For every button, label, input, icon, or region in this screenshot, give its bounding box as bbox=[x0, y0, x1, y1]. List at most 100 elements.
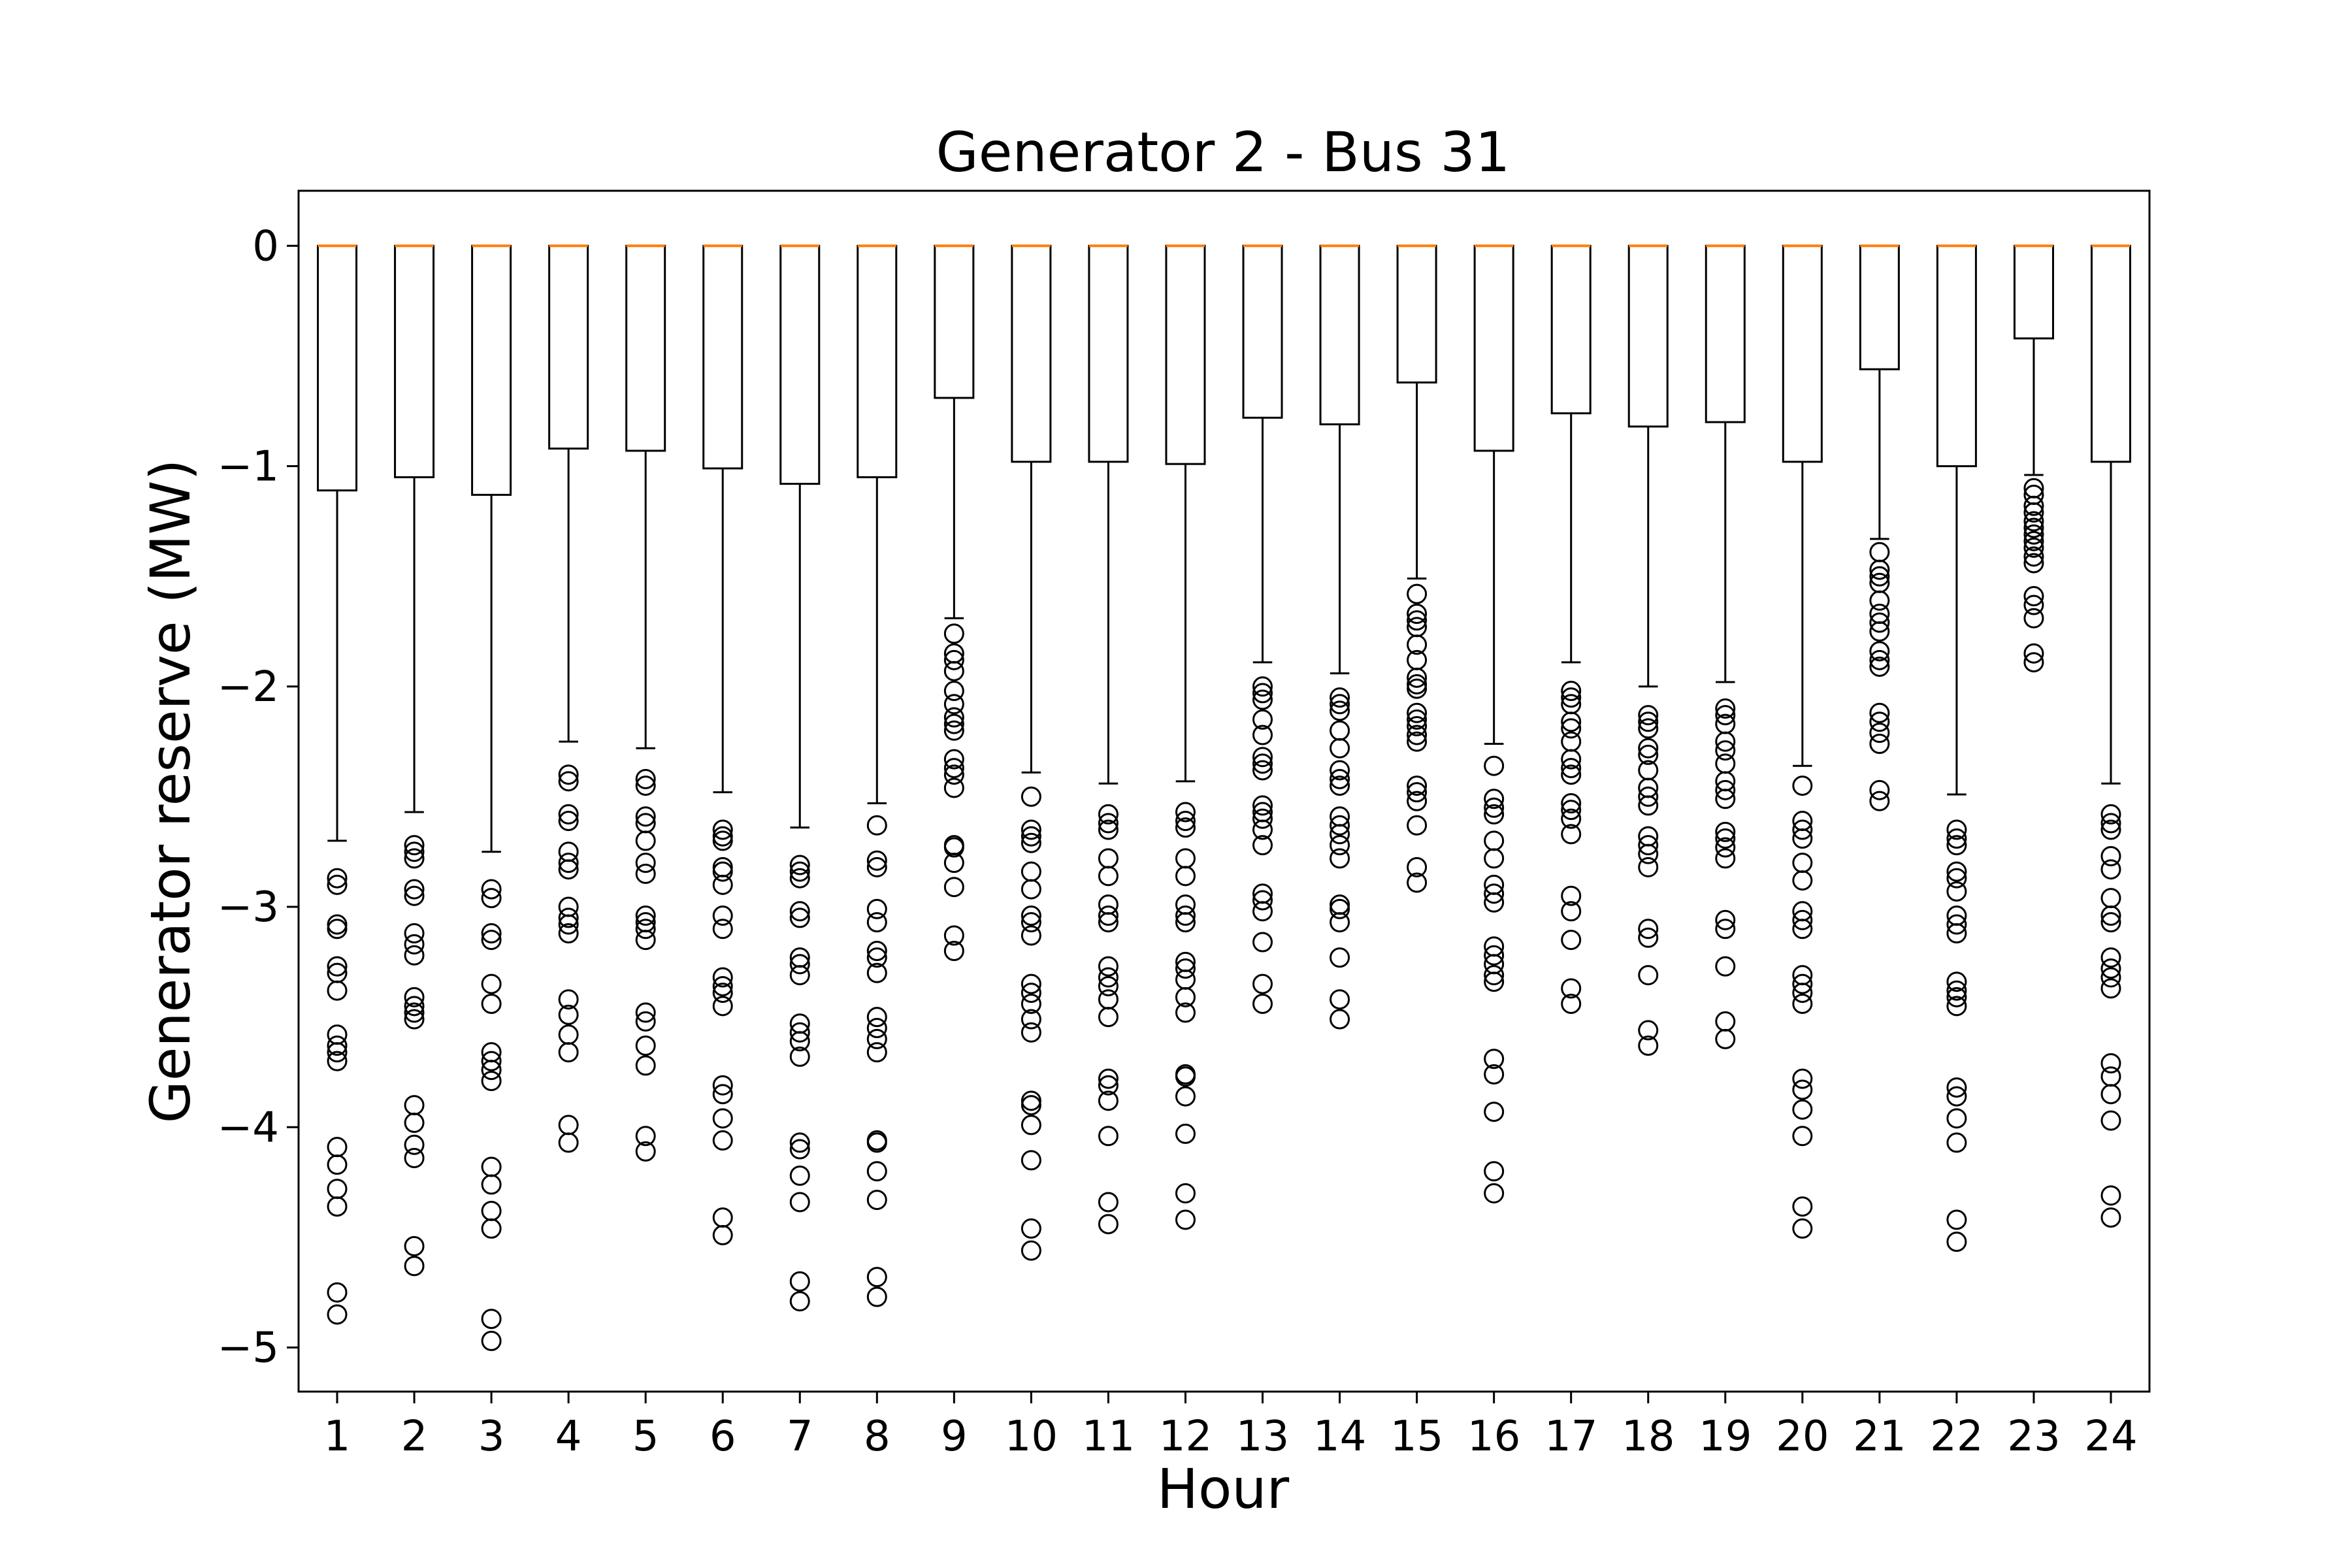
outlier-point bbox=[1330, 815, 1350, 836]
outlier-point bbox=[1252, 973, 1273, 994]
outlier-point bbox=[866, 857, 887, 877]
box-hour-16 bbox=[1473, 244, 1514, 1203]
outlier-point bbox=[943, 720, 964, 741]
outlier-point bbox=[1330, 989, 1350, 1010]
outlier-point bbox=[1021, 832, 1041, 853]
outlier-point bbox=[2100, 819, 2121, 840]
outlier-point bbox=[635, 1036, 656, 1056]
outlier-point bbox=[943, 941, 964, 962]
x-tick-label: 9 bbox=[941, 1413, 968, 1461]
outlier-point bbox=[2100, 845, 2121, 866]
outlier-point bbox=[2023, 643, 2044, 664]
outlier-point bbox=[712, 975, 733, 996]
outlier-point bbox=[635, 930, 656, 951]
outlier-point bbox=[866, 941, 887, 962]
outlier-point bbox=[1869, 791, 1890, 811]
outlier-point bbox=[789, 1132, 810, 1153]
outlier-point bbox=[2023, 524, 2044, 545]
outlier-point bbox=[1561, 758, 1582, 779]
outlier-point bbox=[712, 983, 733, 1004]
outlier-point bbox=[1175, 1066, 1196, 1087]
outlier-point bbox=[1946, 1232, 1967, 1252]
outlier-point bbox=[2023, 652, 2044, 673]
outlier-point bbox=[2023, 586, 2044, 607]
box-hour-13 bbox=[1242, 244, 1283, 1014]
outlier-point bbox=[1252, 819, 1273, 840]
box-hour-5 bbox=[625, 244, 666, 1162]
outlier-point bbox=[866, 850, 887, 871]
outlier-point bbox=[327, 1042, 348, 1063]
outlier-point bbox=[1869, 621, 1890, 642]
outlier-point bbox=[866, 1042, 887, 1063]
outlier-point bbox=[1715, 848, 1736, 869]
box-hour-10 bbox=[1011, 244, 1052, 1261]
outlier-point bbox=[1561, 793, 1582, 814]
outlier-point bbox=[1021, 826, 1041, 847]
outlier-point bbox=[789, 1291, 810, 1312]
outlier-point bbox=[1638, 1036, 1659, 1056]
outlier-point bbox=[1715, 919, 1736, 939]
outlier-point bbox=[943, 837, 964, 858]
outlier-point bbox=[635, 806, 656, 827]
outlier-point bbox=[1021, 906, 1041, 926]
outlier-point bbox=[866, 898, 887, 919]
x-axis: 1 2 3 4 5 6 7 8 9 10 11 12 13 14 15 16 17 18 19 20 21 22 23 24 bbox=[324, 1392, 2138, 1461]
outlier-point bbox=[1407, 604, 1428, 625]
outlier-point bbox=[1946, 923, 1967, 944]
outlier-point bbox=[1946, 972, 1967, 992]
outlier-point bbox=[1869, 711, 1890, 732]
outlier-point bbox=[866, 1007, 887, 1028]
outlier-point bbox=[327, 980, 348, 1001]
outlier-point bbox=[327, 1282, 348, 1303]
outlier-point bbox=[1252, 689, 1273, 710]
outlier-point bbox=[712, 967, 733, 988]
box-hour-22 bbox=[1936, 244, 1977, 1252]
outlier-point bbox=[1715, 1028, 1736, 1049]
outlier-point bbox=[1946, 1108, 1967, 1129]
outlier-point bbox=[2100, 859, 2121, 880]
outlier-point bbox=[1715, 731, 1736, 752]
outlier-point bbox=[1021, 1218, 1041, 1239]
outlier-point bbox=[1638, 857, 1659, 877]
outlier-point bbox=[1638, 1020, 1659, 1041]
outlier-point bbox=[1021, 925, 1041, 946]
outlier-point bbox=[1561, 824, 1582, 845]
outlier-point bbox=[2100, 1084, 2121, 1105]
outlier-point bbox=[1175, 1002, 1196, 1023]
outlier-point bbox=[789, 1165, 810, 1186]
outlier-point bbox=[481, 993, 502, 1014]
outlier-point bbox=[1484, 789, 1505, 809]
x-tick-label: 21 bbox=[1853, 1413, 1906, 1461]
y-tick-label: −2 bbox=[218, 663, 279, 711]
outlier-point bbox=[1561, 800, 1582, 821]
outlier-point bbox=[1330, 1009, 1350, 1030]
outlier-point bbox=[1792, 1068, 1813, 1089]
outlier-point bbox=[1561, 718, 1582, 739]
outlier-point bbox=[404, 879, 425, 900]
box-hour-20 bbox=[1782, 244, 1823, 1239]
outlier-point bbox=[2100, 1207, 2121, 1228]
box-hour-19 bbox=[1705, 244, 1746, 1049]
outlier-point bbox=[1175, 1086, 1196, 1107]
outlier-point bbox=[2023, 608, 2044, 629]
outlier-point bbox=[943, 694, 964, 715]
outlier-point bbox=[943, 925, 964, 946]
outlier-point bbox=[1252, 676, 1273, 697]
outlier-point bbox=[1175, 912, 1196, 933]
outlier-point bbox=[1792, 819, 1813, 840]
outlier-point bbox=[1792, 993, 1813, 1014]
outlier-point bbox=[2023, 595, 2044, 615]
outlier-point bbox=[1484, 883, 1505, 904]
outlier-point bbox=[1098, 1126, 1119, 1147]
outlier-point bbox=[1098, 1090, 1119, 1111]
outlier-point bbox=[1946, 914, 1967, 935]
x-tick-label: 12 bbox=[1159, 1413, 1212, 1461]
x-tick-label: 23 bbox=[2007, 1413, 2060, 1461]
outlier-point bbox=[1715, 837, 1736, 858]
outlier-point bbox=[789, 1139, 810, 1160]
outlier-point bbox=[481, 973, 502, 994]
outlier-point bbox=[635, 906, 656, 926]
outlier-point bbox=[1330, 700, 1350, 721]
outlier-point bbox=[481, 1218, 502, 1239]
outlier-point bbox=[1252, 760, 1273, 781]
